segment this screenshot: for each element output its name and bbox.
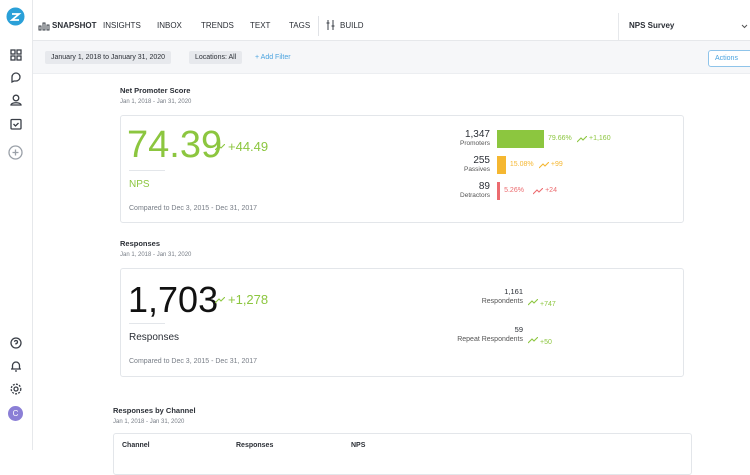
trend-arrow: [528, 337, 538, 344]
nps-change: +44.49: [228, 139, 269, 154]
add-icon[interactable]: [8, 145, 23, 160]
actions-button[interactable]: Actions: [708, 50, 750, 67]
notifications-icon[interactable]: [10, 360, 22, 372]
divider: [318, 16, 319, 36]
chat-icon[interactable]: [10, 72, 22, 84]
trend-arrow: [215, 144, 225, 151]
responses-label: Responses: [129, 332, 180, 343]
nav-tab[interactable]: INSIGHTS: [103, 21, 141, 30]
section-date: Jan 1, 2018 - Jan 31, 2020: [120, 252, 192, 258]
channel-table: Channel Responses NPS: [113, 433, 692, 475]
stat-count: 59: [514, 325, 523, 334]
count-label: Passives: [463, 166, 490, 173]
snapshot-icon: [38, 22, 50, 31]
count: 255: [473, 155, 490, 166]
change: +24: [545, 187, 557, 194]
survey-select[interactable]: NPS Survey: [618, 13, 750, 40]
bar: [497, 130, 544, 148]
nps-score: 74.39: [127, 124, 223, 166]
sidebar: C: [0, 0, 33, 450]
responses-change: +1,278: [228, 292, 269, 307]
nav-tab[interactable]: INBOX: [157, 21, 182, 30]
table-header: Responses: [236, 442, 274, 449]
user-icon[interactable]: [10, 94, 22, 106]
trend-arrow: [528, 299, 538, 306]
count-label: Detractors: [460, 192, 490, 199]
build-icon: [326, 20, 335, 30]
tasks-icon[interactable]: [10, 118, 22, 130]
add-filter[interactable]: + Add Filter: [255, 54, 291, 61]
percent-label: 5.26%: [504, 187, 524, 194]
table-header: Channel: [122, 442, 150, 449]
nav-tab[interactable]: SNAPSHOT: [52, 21, 97, 30]
survey-name: NPS Survey: [629, 21, 675, 30]
nav-tab[interactable]: TRENDS: [201, 21, 234, 30]
responses-card: [120, 268, 684, 377]
divider: [129, 170, 165, 171]
logo[interactable]: [6, 7, 25, 26]
section-title: Responses by Channel: [113, 406, 196, 415]
bar: [497, 182, 501, 200]
change: +1,160: [588, 135, 611, 142]
trend-arrow: [215, 297, 225, 304]
nav-tab[interactable]: BUILD: [340, 21, 364, 30]
table-header: NPS: [351, 442, 366, 449]
section-title: Net Promoter Score: [120, 86, 191, 95]
stat-change: +747: [540, 301, 556, 308]
stat-count: 1,161: [504, 287, 523, 296]
responses-total: 1,703: [128, 279, 219, 320]
trend-arrow: [576, 136, 587, 143]
stat-label: Repeat Respondents: [457, 336, 523, 343]
bar: [497, 156, 506, 174]
nps-card: [120, 115, 684, 223]
section-date: Jan 1, 2018 - Jan 31, 2020: [113, 419, 185, 425]
count: 89: [478, 181, 490, 192]
count-label: Promoters: [460, 140, 490, 147]
section-title: Responses: [120, 239, 161, 248]
compare-text: Compared to Dec 3, 2015 - Dec 31, 2017: [129, 358, 258, 365]
stat-change: +50: [540, 339, 552, 346]
divider: [129, 323, 165, 324]
trend-arrow: [538, 162, 549, 169]
settings-icon[interactable]: [10, 383, 22, 395]
nav-tab[interactable]: TEXT: [250, 21, 271, 30]
nps-label: NPS: [129, 179, 150, 190]
chevron: [741, 24, 748, 29]
nav-tab[interactable]: TAGS: [289, 21, 311, 30]
dashboard-icon[interactable]: [10, 49, 22, 61]
compare-text: Compared to Dec 3, 2015 - Dec 31, 2017: [129, 205, 258, 212]
top-bar: [33, 12, 750, 41]
trend-arrow: [533, 188, 544, 195]
help-icon[interactable]: [10, 337, 22, 349]
avatar[interactable]: C: [8, 406, 23, 421]
change: +99: [550, 161, 563, 168]
percent-label: 15.08%: [509, 161, 534, 168]
date-filter[interactable]: January 1, 2018 to January 31, 2020: [45, 51, 172, 64]
location-filter[interactable]: Locations: All: [189, 51, 243, 64]
section-date: Jan 1, 2018 - Jan 31, 2020: [120, 99, 192, 105]
percent-label: 79.66%: [547, 135, 572, 142]
count: 1,347: [464, 129, 490, 140]
stat-label: Respondents: [481, 298, 523, 305]
